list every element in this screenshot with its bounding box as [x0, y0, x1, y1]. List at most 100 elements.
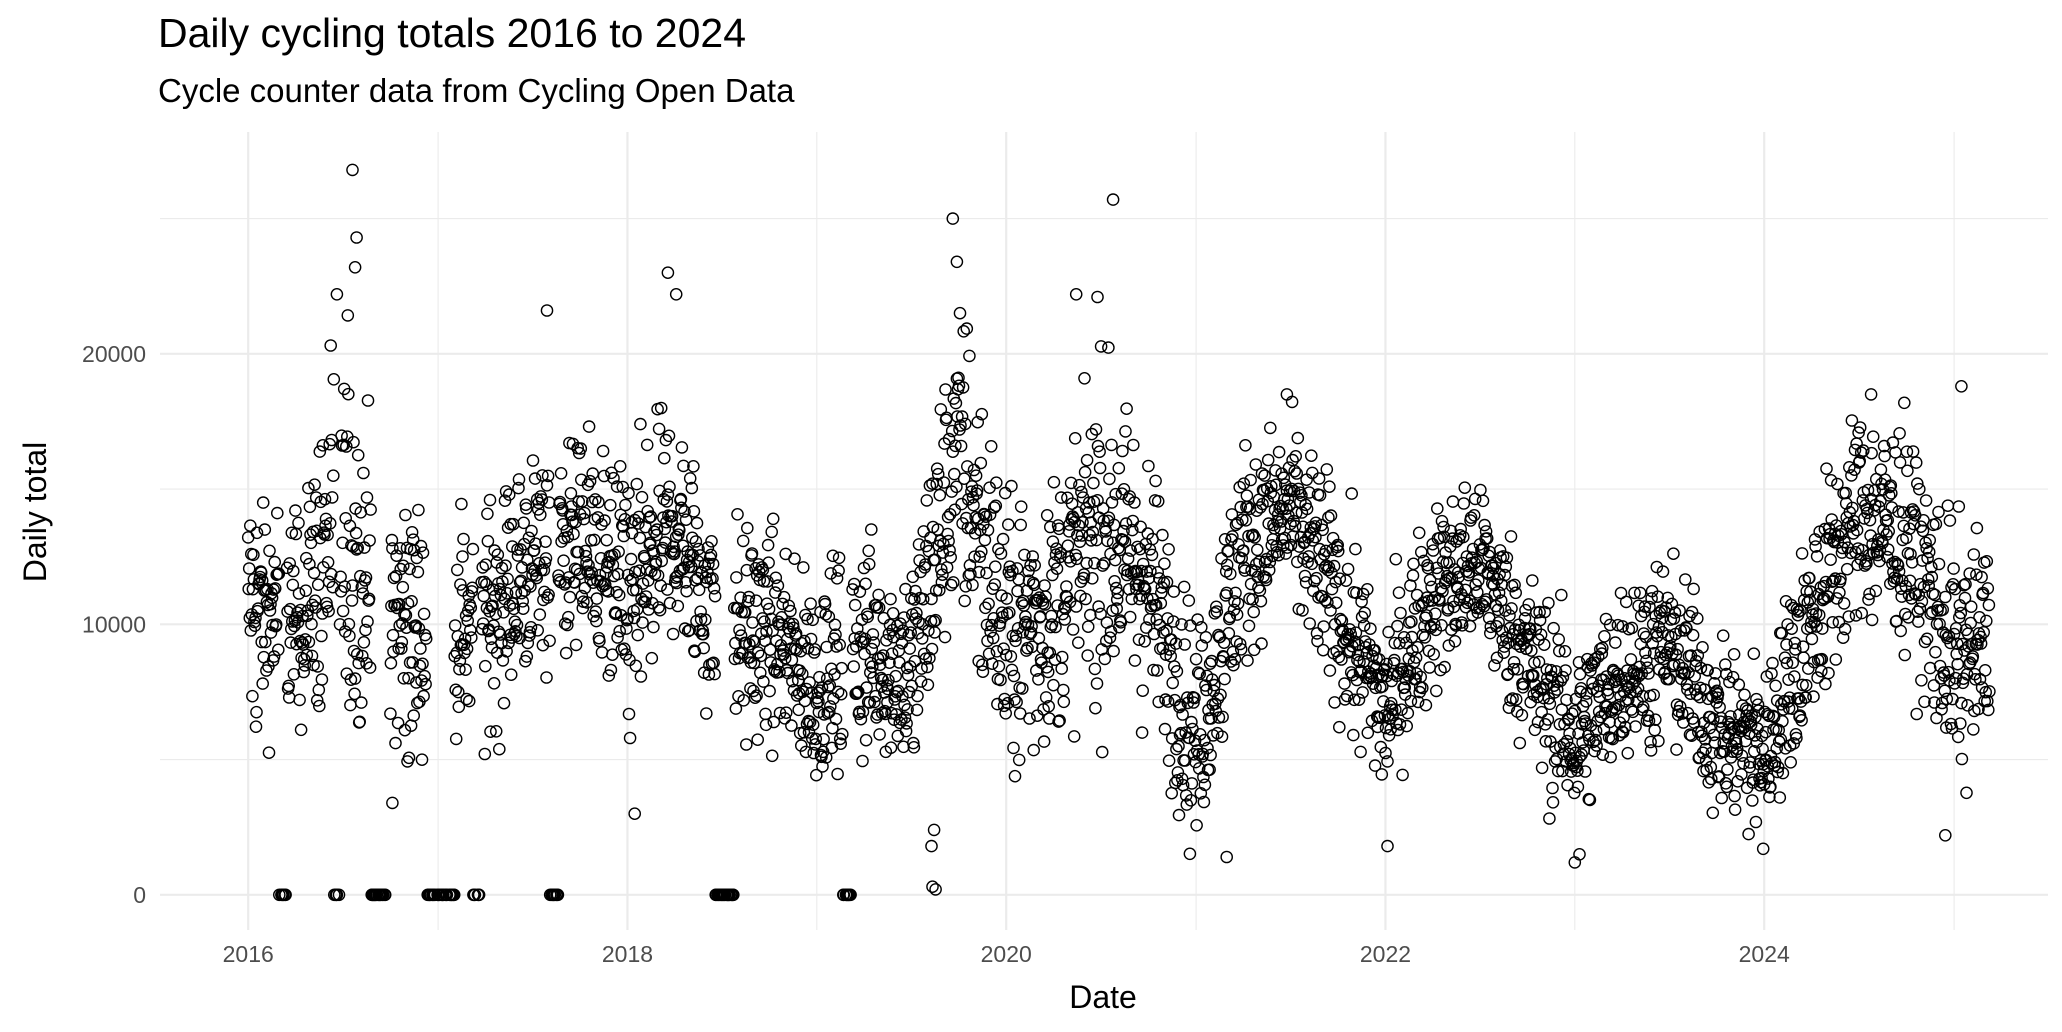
data-point	[848, 598, 862, 612]
data-point	[551, 888, 565, 902]
data-point	[1509, 586, 1522, 600]
data-point	[658, 522, 672, 536]
data-point	[921, 678, 935, 692]
data-point	[1763, 790, 1776, 804]
data-point	[1707, 712, 1720, 726]
data-point	[258, 523, 272, 536]
data-point	[478, 747, 492, 761]
data-point	[1905, 556, 1919, 569]
data-point	[1093, 445, 1106, 459]
x-axis-title: Date	[1069, 979, 1137, 1015]
data-point	[604, 498, 617, 512]
data-point	[1963, 567, 1976, 580]
data-point	[1241, 654, 1254, 667]
data-point	[873, 658, 887, 672]
data-point	[1395, 703, 1408, 717]
data-point	[943, 544, 956, 557]
data-point	[1285, 482, 1298, 496]
data-point	[1860, 557, 1873, 571]
data-point	[1061, 539, 1075, 553]
data-point	[1955, 696, 1968, 710]
data-point	[414, 539, 428, 553]
data-point	[1038, 598, 1052, 611]
data-point	[1009, 634, 1022, 648]
data-point	[810, 696, 824, 710]
data-point	[1956, 637, 1969, 651]
data-point	[542, 588, 555, 602]
data-point	[1624, 653, 1638, 666]
data-point	[1091, 290, 1104, 304]
x-tick-label: 2022	[1360, 941, 1411, 967]
data-point	[1434, 663, 1447, 677]
data-point	[1644, 744, 1658, 757]
data-point	[283, 557, 297, 570]
data-point	[1864, 529, 1877, 542]
data-point	[929, 883, 942, 896]
data-point	[1571, 764, 1584, 778]
data-point	[1923, 661, 1937, 675]
data-point	[354, 696, 368, 709]
data-point	[853, 705, 866, 719]
data-point	[1894, 624, 1907, 638]
data-point	[978, 508, 991, 521]
data-point	[661, 488, 675, 501]
data-point	[1135, 564, 1148, 578]
data-point	[397, 672, 411, 685]
data-point	[419, 677, 432, 691]
data-point	[943, 507, 957, 521]
data-point	[386, 628, 400, 642]
data-point	[300, 648, 314, 662]
data-point	[346, 579, 359, 592]
data-point	[363, 661, 377, 674]
data-point	[1929, 645, 1942, 659]
data-point	[831, 767, 844, 781]
data-point	[1016, 682, 1029, 695]
data-point	[763, 684, 776, 698]
data-point	[392, 597, 406, 611]
data-point	[1375, 768, 1389, 781]
data-point	[1458, 481, 1472, 495]
data-point	[1539, 735, 1553, 748]
data-point	[1492, 616, 1505, 629]
data-point	[294, 723, 308, 737]
data-point	[1233, 637, 1247, 651]
data-point	[1140, 621, 1153, 634]
data-point	[925, 642, 939, 656]
data-point	[1404, 694, 1418, 708]
data-point	[520, 650, 534, 663]
data-point	[1197, 770, 1210, 784]
data-point	[1457, 497, 1471, 510]
data-point	[635, 490, 649, 504]
data-point	[1018, 548, 1031, 562]
data-point	[1897, 519, 1911, 533]
data-point	[773, 665, 786, 679]
data-point	[619, 498, 632, 512]
data-point	[1426, 544, 1440, 557]
data-point	[1959, 577, 1972, 591]
data-point	[413, 659, 427, 673]
data-point	[412, 503, 425, 517]
data-point	[1136, 557, 1150, 571]
data-point	[1053, 714, 1066, 727]
data-point	[1981, 582, 1995, 595]
data-point	[748, 691, 762, 705]
data-point	[1906, 503, 1919, 516]
data-point	[347, 435, 360, 449]
data-point	[1107, 644, 1120, 658]
minor-gridlines	[160, 132, 2048, 930]
data-point	[748, 635, 761, 649]
data-point	[1755, 771, 1768, 785]
data-point	[994, 673, 1007, 687]
data-point	[1675, 707, 1689, 720]
data-point	[1747, 647, 1761, 661]
data-point	[1799, 679, 1813, 692]
data-point	[690, 516, 704, 530]
data-point	[1382, 625, 1395, 639]
data-point	[307, 566, 321, 580]
y-tick-label: 10000	[82, 611, 146, 637]
data-point	[761, 538, 775, 552]
data-point	[1069, 600, 1083, 613]
data-point	[576, 495, 589, 508]
data-point	[1176, 708, 1189, 721]
data-point	[1057, 695, 1071, 709]
